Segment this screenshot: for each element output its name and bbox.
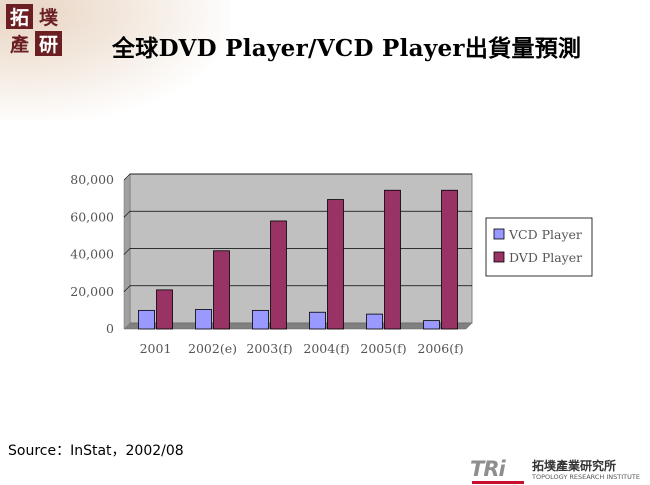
corner-background (0, 0, 230, 120)
bar-dvd (327, 199, 344, 330)
logo-char: 墣 (38, 7, 58, 29)
bar-vcd (195, 309, 212, 330)
y-tick-label: 60,000 (70, 209, 114, 224)
bar-vcd (138, 309, 155, 330)
x-tick-label: 2005(f) (360, 341, 406, 356)
legend-label: DVD Player (509, 250, 582, 265)
bar-dvd (270, 220, 287, 330)
x-tick-label: 2004(f) (303, 341, 349, 356)
x-tick-label: 2006(f) (417, 341, 463, 356)
gridline-depth (123, 285, 131, 292)
bar-vcd (366, 313, 383, 330)
legend-swatch (493, 251, 505, 263)
slide-title: 全球DVD Player/VCD Player出貨量預測 (112, 35, 582, 62)
bar-vcd (423, 320, 440, 330)
bar-vcd (252, 309, 269, 330)
tri-logo-underline (472, 481, 524, 484)
logo-char: 拓 (6, 4, 33, 29)
org-name-english: TOPOLOGY RESEARCH INSTITUTE (532, 473, 640, 481)
tri-logo-text: TRi (470, 457, 506, 481)
logo-char: 研 (35, 31, 62, 56)
gridline-depth (123, 248, 131, 255)
x-tick-label: 2002(e) (188, 341, 237, 356)
x-tick-label: 2001 (140, 341, 172, 356)
bar-vcd (309, 311, 326, 330)
legend-swatch (493, 228, 505, 240)
source-citation: Source：InStat，2002/08 (8, 443, 184, 459)
bar-dvd (384, 189, 401, 330)
legend-box (485, 217, 593, 277)
y-tick-label: 0 (106, 321, 114, 336)
gridline-depth (123, 173, 131, 181)
logo-char: 產 (9, 34, 29, 56)
bar-dvd (156, 289, 173, 330)
legend-label: VCD Player (508, 227, 582, 242)
bar-dvd (213, 250, 230, 330)
company-logo: 拓 墣 產 研 (6, 4, 64, 58)
y-tick-label: 40,000 (70, 247, 114, 262)
x-tick-label: 2003(f) (246, 341, 292, 356)
org-name-chinese: 拓墣產業研究所 (532, 459, 617, 473)
y-tick-label: 20,000 (70, 284, 114, 299)
plot-floor (123, 322, 473, 330)
bar-dvd (441, 189, 458, 330)
gridline-depth (123, 211, 131, 218)
y-tick-label: 80,000 (70, 172, 114, 187)
